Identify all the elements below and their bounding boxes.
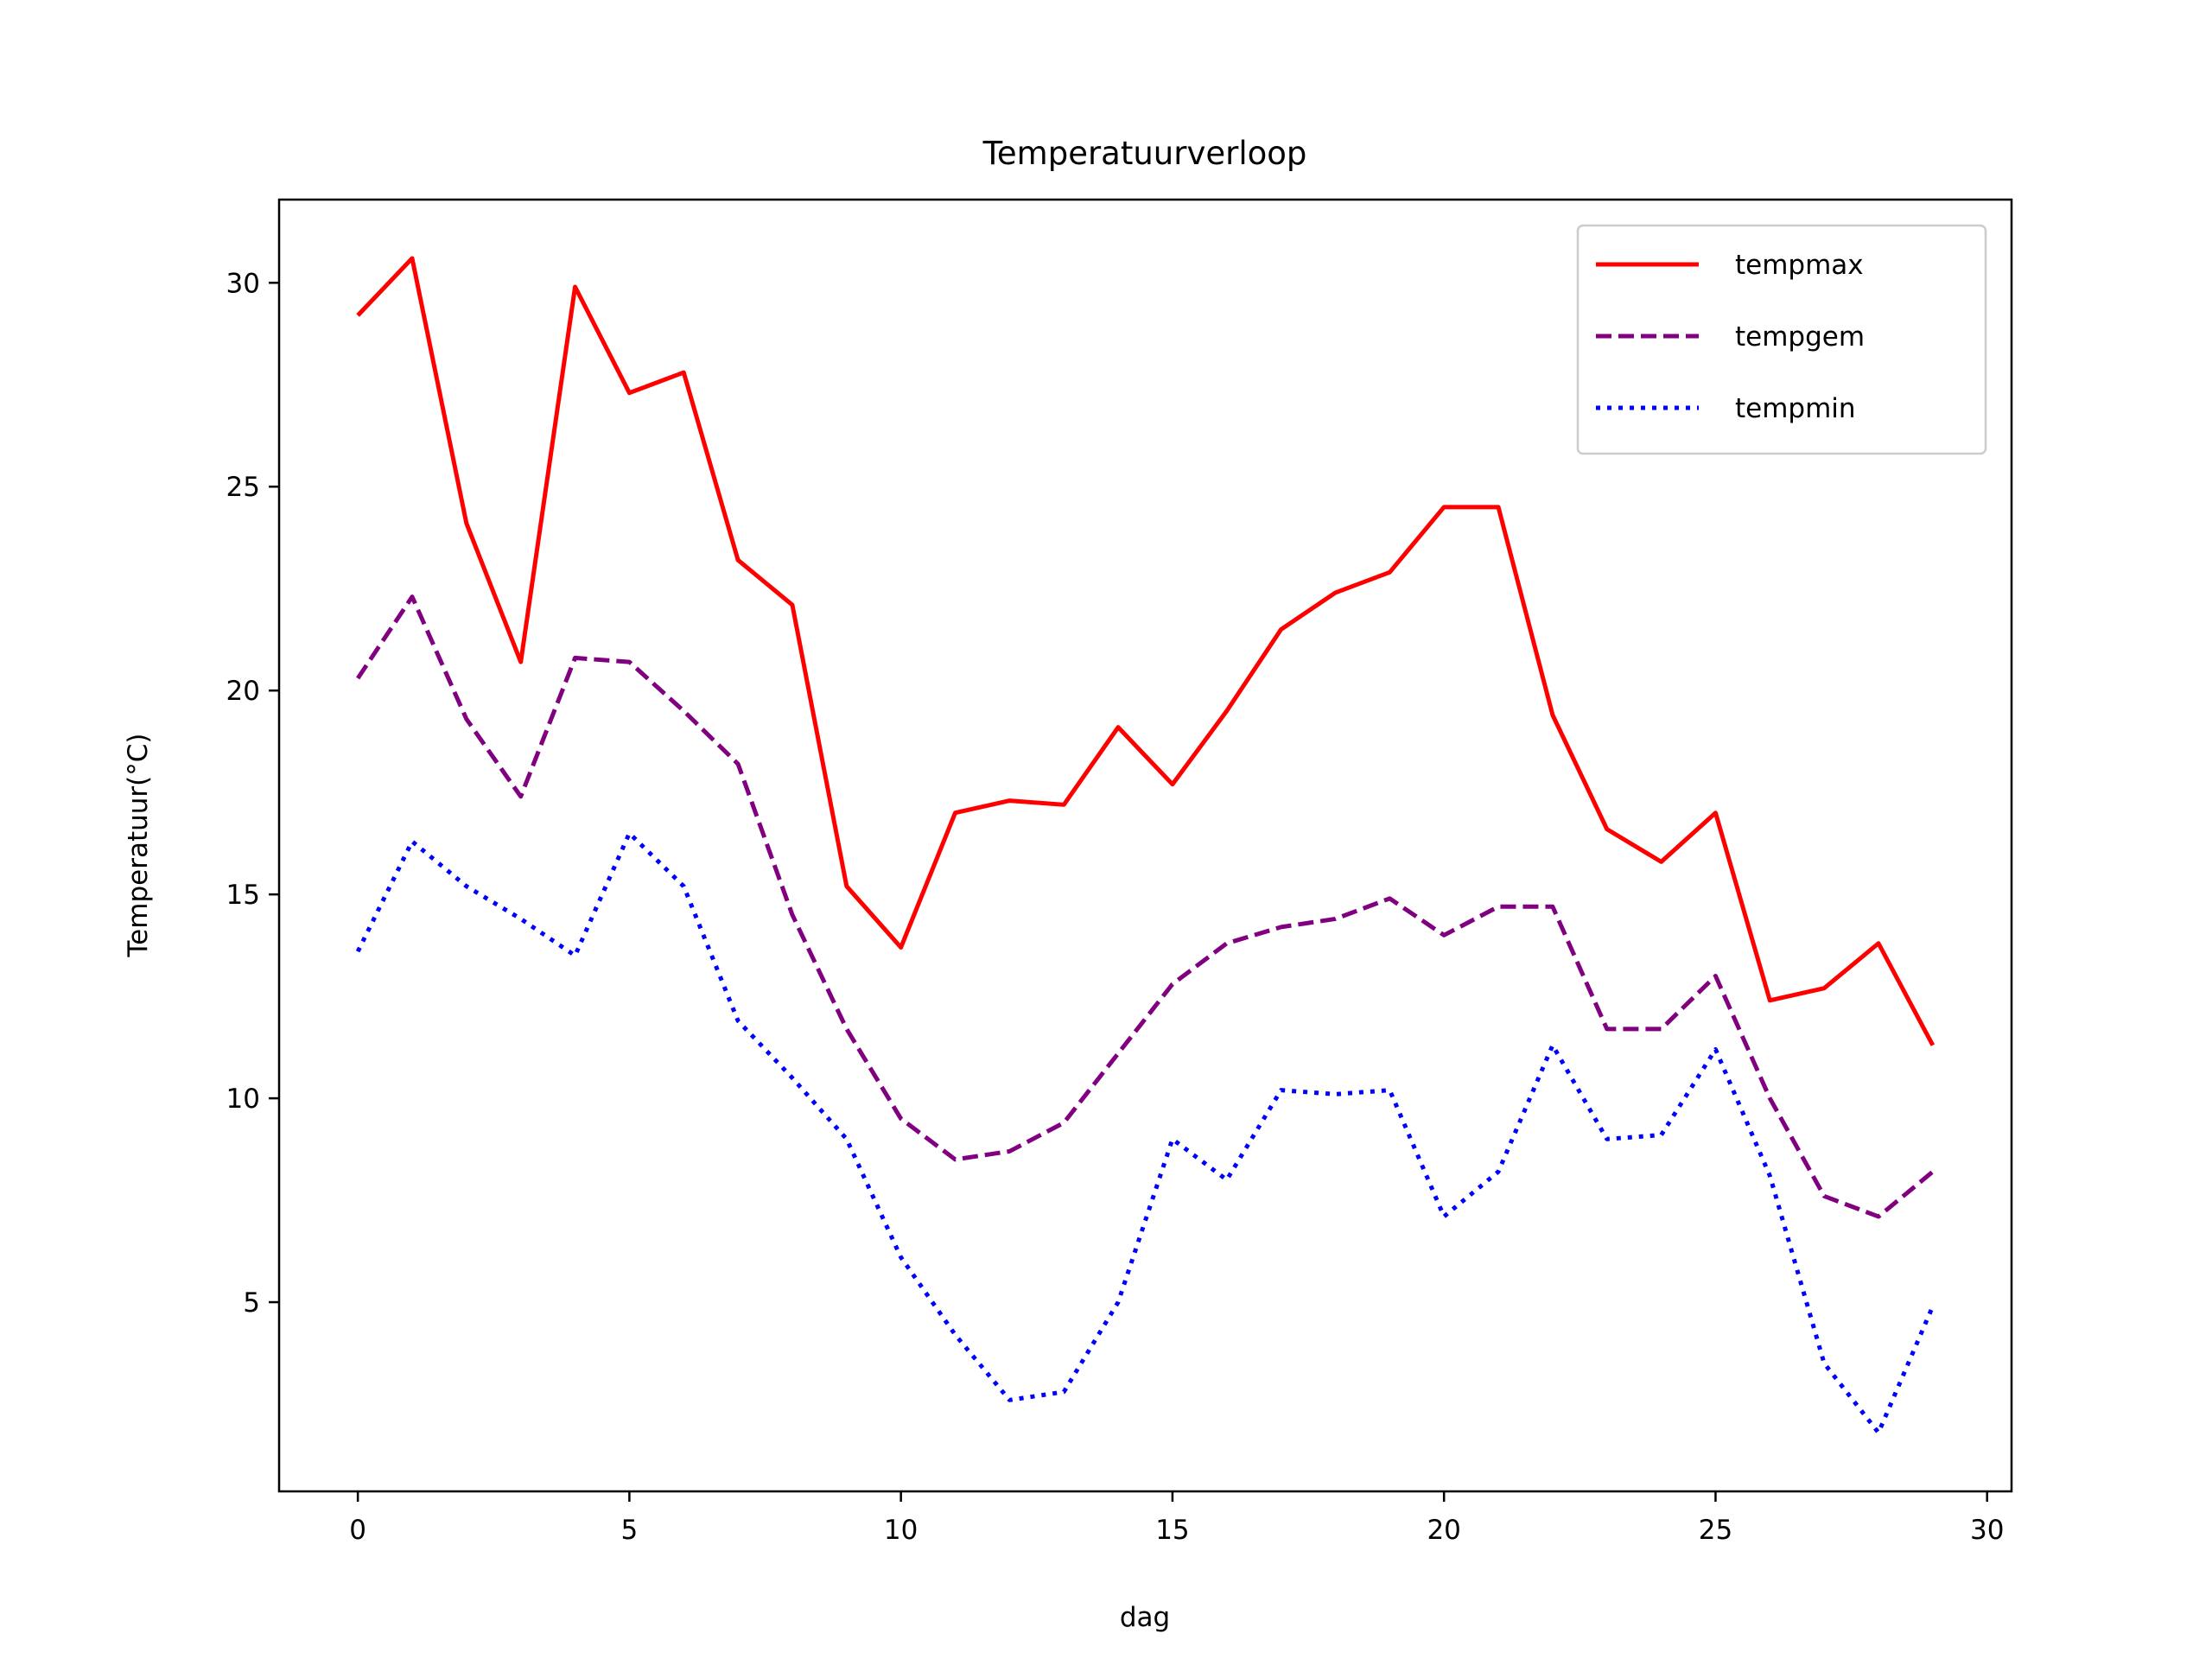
x-axis: 0 5 10 15 20 25 30 <box>349 1491 2004 1546</box>
y-tick-label: 25 <box>226 472 260 503</box>
legend-label-tempmax: tempmax <box>1735 250 1864 281</box>
y-axis-label: Temperatuur(°C) <box>123 734 154 958</box>
y-tick-label: 10 <box>226 1084 260 1115</box>
y-axis: 5 10 15 20 25 30 <box>226 268 279 1319</box>
x-tick-label: 10 <box>884 1515 918 1546</box>
x-axis-label: dag <box>1120 1602 1170 1633</box>
legend-label-tempgem: tempgem <box>1735 321 1865 353</box>
x-tick-label: 20 <box>1427 1515 1460 1546</box>
x-tick-label: 30 <box>1970 1515 2004 1546</box>
x-tick-label: 15 <box>1155 1515 1189 1546</box>
x-tick-label: 25 <box>1699 1515 1732 1546</box>
legend: tempmax tempgem tempmin <box>1576 224 1987 455</box>
y-tick-label: 5 <box>243 1287 260 1319</box>
y-tick-label: 30 <box>226 268 260 299</box>
series-lines <box>355 256 1936 1435</box>
legend-label-tempmin: tempmin <box>1735 393 1856 424</box>
chart-title: Temperatuurverloop <box>982 135 1307 172</box>
plot-frame <box>277 198 2013 1493</box>
series-line-tempmin <box>355 830 1936 1435</box>
series-line-tempgem <box>356 594 1935 1219</box>
series-line-tempmax <box>356 256 1936 1046</box>
x-tick-label: 5 <box>621 1515 639 1546</box>
y-tick-label: 15 <box>226 880 260 911</box>
y-tick-label: 20 <box>226 676 260 707</box>
x-tick-label: 0 <box>349 1515 366 1546</box>
legend-frame <box>1576 224 1987 455</box>
